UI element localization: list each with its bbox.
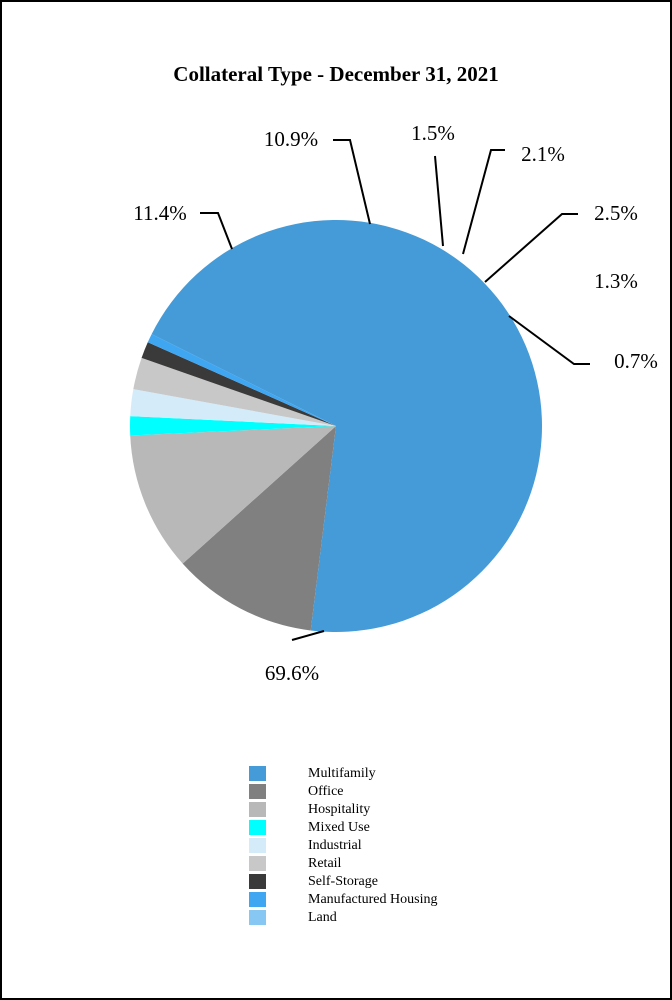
pie-slice-hospitality <box>130 426 336 564</box>
legend-label: Self-Storage <box>308 874 378 889</box>
legend-label: Industrial <box>308 838 362 853</box>
legend-label: Office <box>308 784 344 799</box>
leader-line <box>508 315 590 365</box>
pie-slice-multifamily <box>151 220 543 633</box>
pie-slices <box>130 220 543 633</box>
leader-lines <box>200 139 590 641</box>
pie-slice-retail <box>133 357 336 426</box>
slice-label: 2.1% <box>521 142 565 166</box>
pie-slice-self-storage <box>141 342 336 426</box>
slice-label: 1.3% <box>594 269 638 293</box>
slice-label: 10.9% <box>264 127 318 151</box>
leader-line <box>462 149 505 255</box>
legend-label: Mixed Use <box>308 820 370 835</box>
leader-line <box>434 155 444 247</box>
leader-line <box>484 213 578 283</box>
leader-line <box>333 139 371 225</box>
legend-swatch <box>249 892 266 907</box>
pie-slice-office <box>182 426 336 631</box>
legend-label: Multifamily <box>308 766 376 781</box>
legend-label: Hospitality <box>308 802 371 817</box>
pie-slice-manufactured-housing <box>147 334 336 426</box>
legend-label: Manufactured Housing <box>308 892 438 907</box>
chart-title: Collateral Type - December 31, 2021 <box>173 62 499 86</box>
slice-label: 11.4% <box>133 201 186 225</box>
slice-label: 69.6% <box>265 661 319 685</box>
legend-swatch <box>249 802 266 817</box>
pie-slice-mixed-use <box>130 416 336 436</box>
legend-label: Land <box>308 910 337 925</box>
legend-swatch <box>249 874 266 889</box>
legend-swatch <box>249 856 266 871</box>
legend-swatch <box>249 766 266 781</box>
leader-line <box>200 212 233 250</box>
legend-label: Retail <box>308 856 342 871</box>
pie-slice-industrial <box>130 389 336 426</box>
legend-swatch <box>249 838 266 853</box>
leader-line <box>291 630 325 641</box>
slice-label: 2.5% <box>594 201 638 225</box>
legend-swatch <box>249 784 266 799</box>
legend-swatch <box>249 820 266 835</box>
legend-swatch <box>249 910 266 925</box>
slice-labels: 69.6% 11.4% 10.9% 1.5% 2.1% 2.5% 1.3% 0.7% <box>133 121 658 685</box>
slice-label: 1.5% <box>411 121 455 145</box>
slice-label: 0.7% <box>614 349 658 373</box>
